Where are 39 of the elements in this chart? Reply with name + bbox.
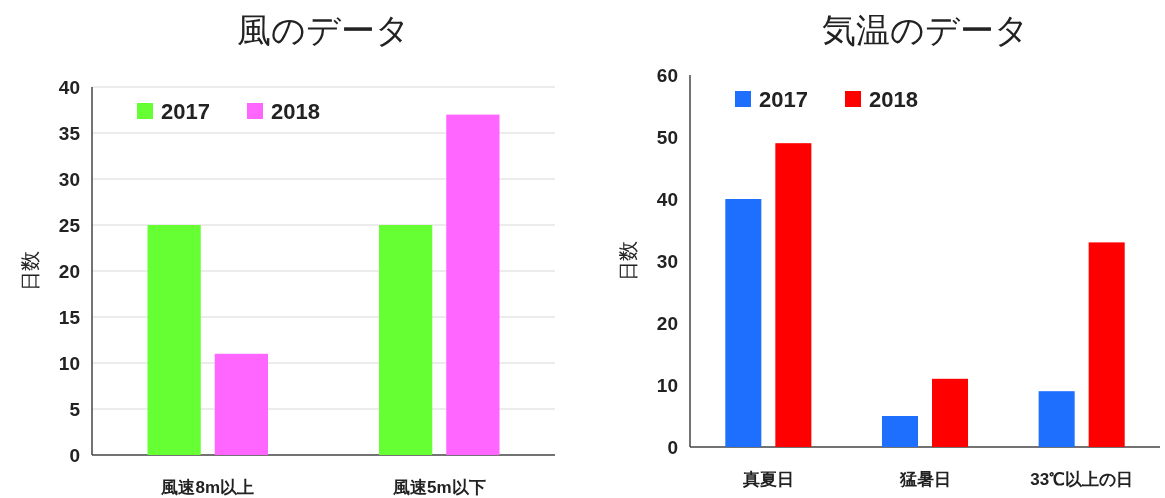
y-tick-label: 40 (656, 189, 678, 210)
y-tick-label: 10 (58, 353, 80, 374)
y-tick-label: 50 (656, 127, 678, 148)
y-tick-label: 25 (58, 215, 81, 236)
bar (725, 199, 762, 447)
x-tick-label: 風速5m以下 (391, 478, 486, 497)
y-tick-label: 0 (667, 437, 678, 458)
chart-title: 気温のデータ (821, 11, 1029, 49)
legend-label: 2018 (869, 87, 918, 112)
chart-title: 風のデータ (237, 11, 410, 49)
legend-label: 2017 (759, 87, 808, 112)
bar (446, 114, 500, 455)
y-tick-label: 0 (69, 445, 80, 466)
x-tick-label: 33℃以上の日 (1030, 470, 1134, 489)
bar (1038, 391, 1075, 447)
y-tick-label: 30 (58, 169, 80, 190)
bar (932, 378, 969, 447)
bar (1088, 242, 1125, 447)
y-tick-label: 20 (58, 261, 80, 282)
legend-label: 2018 (271, 99, 320, 124)
legend-label: 2017 (161, 99, 210, 124)
y-tick-label: 5 (69, 399, 81, 420)
bar (775, 143, 812, 447)
x-tick-label: 真夏日 (741, 470, 794, 489)
bar (379, 225, 433, 455)
y-axis-title: 日数 (617, 241, 639, 281)
y-tick-label: 60 (656, 65, 678, 86)
y-tick-label: 40 (58, 77, 80, 98)
y-tick-label: 30 (656, 251, 678, 272)
x-tick-label: 風速8m以上 (160, 478, 255, 497)
y-tick-label: 10 (656, 375, 678, 396)
bar (214, 353, 268, 455)
y-tick-label: 15 (58, 307, 81, 328)
y-tick-label: 35 (58, 123, 81, 144)
y-axis-title: 日数 (19, 251, 41, 291)
y-tick-label: 20 (656, 313, 678, 334)
bar (147, 225, 201, 455)
x-tick-label: 猛暑日 (898, 470, 951, 489)
bar (881, 416, 918, 447)
